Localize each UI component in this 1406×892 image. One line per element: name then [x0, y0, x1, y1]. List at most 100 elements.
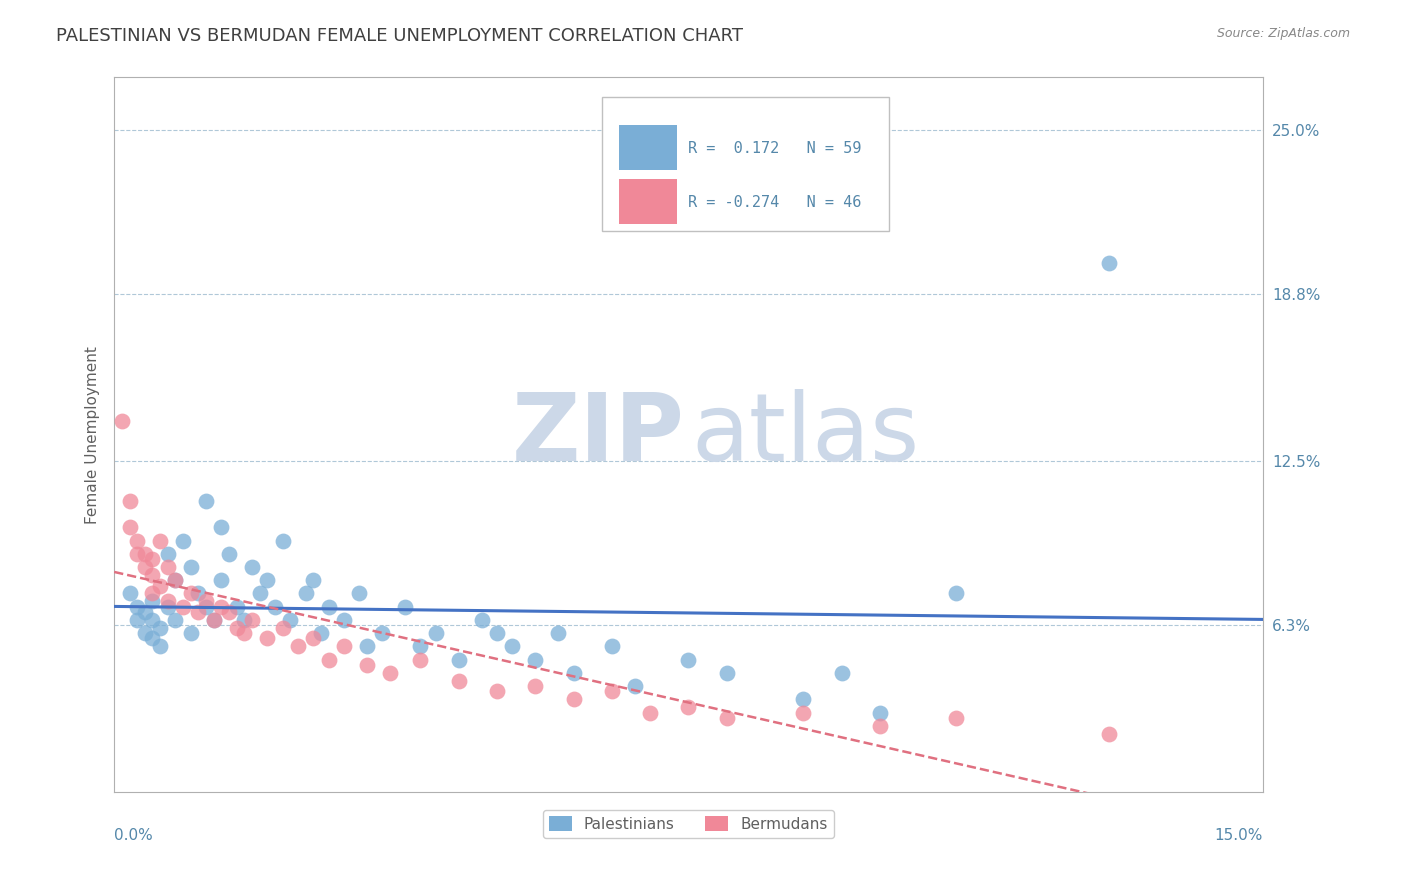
- Point: [600, 640, 623, 654]
- Point: [1098, 727, 1121, 741]
- Point: [134, 605, 156, 619]
- Point: [118, 494, 141, 508]
- Point: [156, 599, 179, 614]
- Point: [623, 679, 645, 693]
- Point: [333, 640, 356, 654]
- Point: [218, 605, 240, 619]
- Point: [409, 653, 432, 667]
- Point: [134, 547, 156, 561]
- Point: [792, 706, 814, 720]
- Point: [141, 613, 163, 627]
- Point: [141, 594, 163, 608]
- Point: [792, 692, 814, 706]
- Point: [256, 574, 278, 588]
- Point: [165, 574, 187, 588]
- Point: [202, 613, 225, 627]
- Point: [149, 621, 172, 635]
- Point: [425, 626, 447, 640]
- Point: [249, 586, 271, 600]
- Text: PALESTINIAN VS BERMUDAN FEMALE UNEMPLOYMENT CORRELATION CHART: PALESTINIAN VS BERMUDAN FEMALE UNEMPLOYM…: [56, 27, 744, 45]
- Point: [172, 533, 194, 548]
- Point: [256, 632, 278, 646]
- Point: [127, 547, 149, 561]
- Point: [127, 533, 149, 548]
- Point: [945, 711, 967, 725]
- Point: [600, 684, 623, 698]
- Point: [485, 626, 508, 640]
- Point: [302, 574, 325, 588]
- Point: [195, 599, 218, 614]
- Point: [271, 621, 294, 635]
- Point: [118, 586, 141, 600]
- Point: [202, 613, 225, 627]
- Point: [180, 586, 202, 600]
- Point: [209, 520, 232, 534]
- Legend: Palestinians, Bermudans: Palestinians, Bermudans: [543, 810, 834, 838]
- Point: [333, 613, 356, 627]
- FancyBboxPatch shape: [620, 125, 676, 170]
- Point: [209, 574, 232, 588]
- Point: [141, 568, 163, 582]
- Point: [678, 700, 700, 714]
- Point: [172, 599, 194, 614]
- Point: [869, 719, 891, 733]
- Point: [678, 653, 700, 667]
- Point: [218, 547, 240, 561]
- Point: [195, 494, 218, 508]
- Point: [347, 586, 370, 600]
- Point: [409, 640, 432, 654]
- Point: [225, 599, 247, 614]
- Point: [156, 594, 179, 608]
- Point: [209, 599, 232, 614]
- Point: [356, 640, 378, 654]
- Point: [278, 613, 301, 627]
- Point: [165, 574, 187, 588]
- Text: ZIP: ZIP: [512, 389, 685, 481]
- Point: [501, 640, 523, 654]
- Point: [165, 613, 187, 627]
- Point: [141, 632, 163, 646]
- Point: [156, 547, 179, 561]
- Point: [1098, 255, 1121, 269]
- Point: [302, 632, 325, 646]
- Text: 15.0%: 15.0%: [1215, 828, 1263, 843]
- Point: [127, 599, 149, 614]
- Point: [195, 594, 218, 608]
- Point: [716, 665, 738, 680]
- Point: [149, 533, 172, 548]
- Point: [356, 657, 378, 672]
- Point: [562, 692, 585, 706]
- Point: [562, 665, 585, 680]
- Point: [180, 626, 202, 640]
- Point: [547, 626, 569, 640]
- Point: [524, 653, 547, 667]
- Point: [127, 613, 149, 627]
- Point: [831, 665, 853, 680]
- Point: [485, 684, 508, 698]
- Point: [287, 640, 309, 654]
- Point: [318, 653, 340, 667]
- Point: [471, 613, 494, 627]
- FancyBboxPatch shape: [620, 179, 676, 224]
- Point: [294, 586, 316, 600]
- Point: [118, 520, 141, 534]
- Point: [240, 613, 263, 627]
- Point: [869, 706, 891, 720]
- Point: [141, 586, 163, 600]
- Point: [371, 626, 394, 640]
- Text: 0.0%: 0.0%: [114, 828, 153, 843]
- Text: R = -0.274   N = 46: R = -0.274 N = 46: [689, 195, 862, 210]
- Point: [447, 673, 470, 688]
- Text: atlas: atlas: [692, 389, 920, 481]
- Point: [378, 665, 401, 680]
- Point: [318, 599, 340, 614]
- Point: [180, 560, 202, 574]
- Point: [225, 621, 247, 635]
- Point: [149, 578, 172, 592]
- Text: R =  0.172   N = 59: R = 0.172 N = 59: [689, 142, 862, 156]
- Point: [187, 605, 209, 619]
- Point: [524, 679, 547, 693]
- Point: [447, 653, 470, 667]
- Point: [233, 613, 256, 627]
- Point: [149, 640, 172, 654]
